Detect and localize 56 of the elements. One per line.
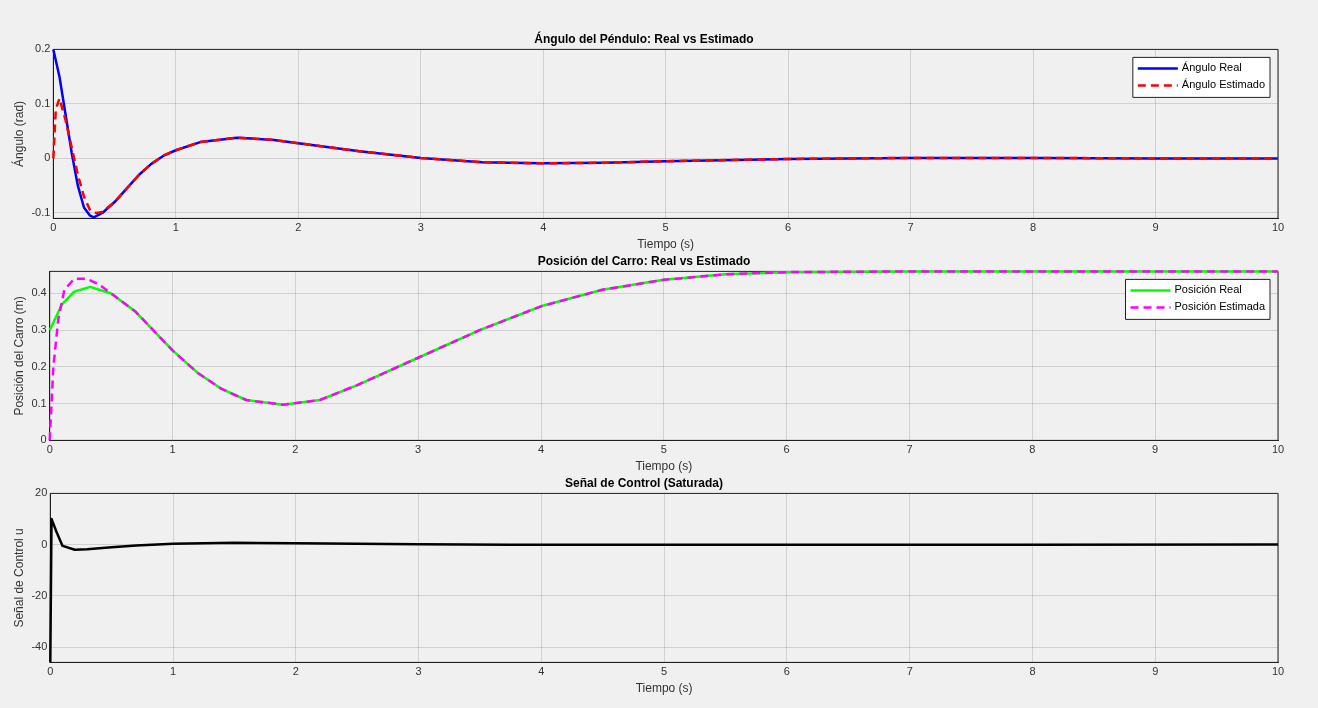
legend-label: Ángulo Real (1181, 61, 1242, 74)
y-tick-label: 0.4 (31, 286, 47, 299)
legend-label: Posición Real (1174, 283, 1242, 296)
x-tick-label: 6 (785, 221, 792, 234)
y-tick-label: -40 (31, 640, 48, 653)
x-tick-label: 10 (1271, 221, 1285, 234)
x-tick-label: 3 (417, 221, 424, 234)
y-tick-label: 20 (35, 486, 48, 499)
x-tick-label: 4 (538, 665, 545, 678)
x-tick-label: 5 (662, 221, 669, 234)
x-tick-label: 8 (1029, 443, 1036, 456)
y-tick-label: 0.2 (35, 42, 51, 55)
x-tick-label: 1 (172, 221, 179, 234)
chart-title: Señal de Control (Saturada) (564, 475, 724, 490)
y-tick-label: 0.3 (31, 323, 47, 336)
x-axis-title: Tiempo (s) (635, 681, 693, 696)
x-tick-label: 1 (170, 665, 177, 678)
x-tick-label: 9 (1152, 665, 1159, 678)
legend-label: Posición Estimada (1174, 300, 1266, 313)
x-tick-label: 2 (295, 221, 302, 234)
x-tick-label: 2 (292, 443, 299, 456)
y-tick-label: 0.2 (31, 359, 47, 372)
x-tick-label: 7 (906, 443, 913, 456)
y-axis-title: Posición del Carro (m) (11, 296, 26, 416)
x-tick-label: 4 (537, 443, 545, 456)
x-tick-label: 1 (169, 443, 176, 456)
x-tick-label: 8 (1030, 221, 1037, 234)
x-axis-title: Tiempo (s) (635, 459, 693, 474)
chart-title: Posición del Carro: Real vs Estimado (537, 253, 751, 268)
x-tick-label: 10 (1271, 665, 1285, 678)
x-tick-label: 4 (540, 221, 547, 234)
legend-label: Ángulo Estimado (1181, 78, 1266, 91)
y-tick-label: 0 (41, 537, 48, 550)
x-tick-label: 7 (906, 665, 913, 678)
x-tick-label: 9 (1152, 443, 1159, 456)
x-tick-label: 6 (783, 443, 790, 456)
x-tick-label: 5 (661, 665, 668, 678)
x-tick-label: 9 (1152, 221, 1159, 234)
y-tick-label: 0.1 (35, 96, 51, 109)
y-tick-label: -20 (31, 588, 48, 601)
y-tick-label: 0 (40, 433, 47, 446)
y-tick-label: 0.1 (31, 396, 47, 409)
x-tick-label: 6 (783, 665, 790, 678)
x-tick-label: 8 (1029, 665, 1036, 678)
x-tick-label: 3 (415, 665, 422, 678)
x-tick-label: 10 (1271, 443, 1285, 456)
y-axis-title: Ángulo (rad) (10, 100, 26, 167)
x-tick-label: 3 (415, 443, 422, 456)
chart-title: Ángulo del Péndulo: Real vs Estimado (534, 30, 754, 46)
x-tick-label: 7 (907, 221, 914, 234)
y-tick-label: -0.1 (31, 205, 51, 218)
y-tick-label: 0 (44, 151, 51, 164)
x-tick-label: 2 (292, 665, 299, 678)
y-axis-title: Señal de Control u (11, 528, 26, 628)
x-tick-label: 5 (660, 443, 667, 456)
x-axis-title: Tiempo (s) (637, 237, 695, 252)
